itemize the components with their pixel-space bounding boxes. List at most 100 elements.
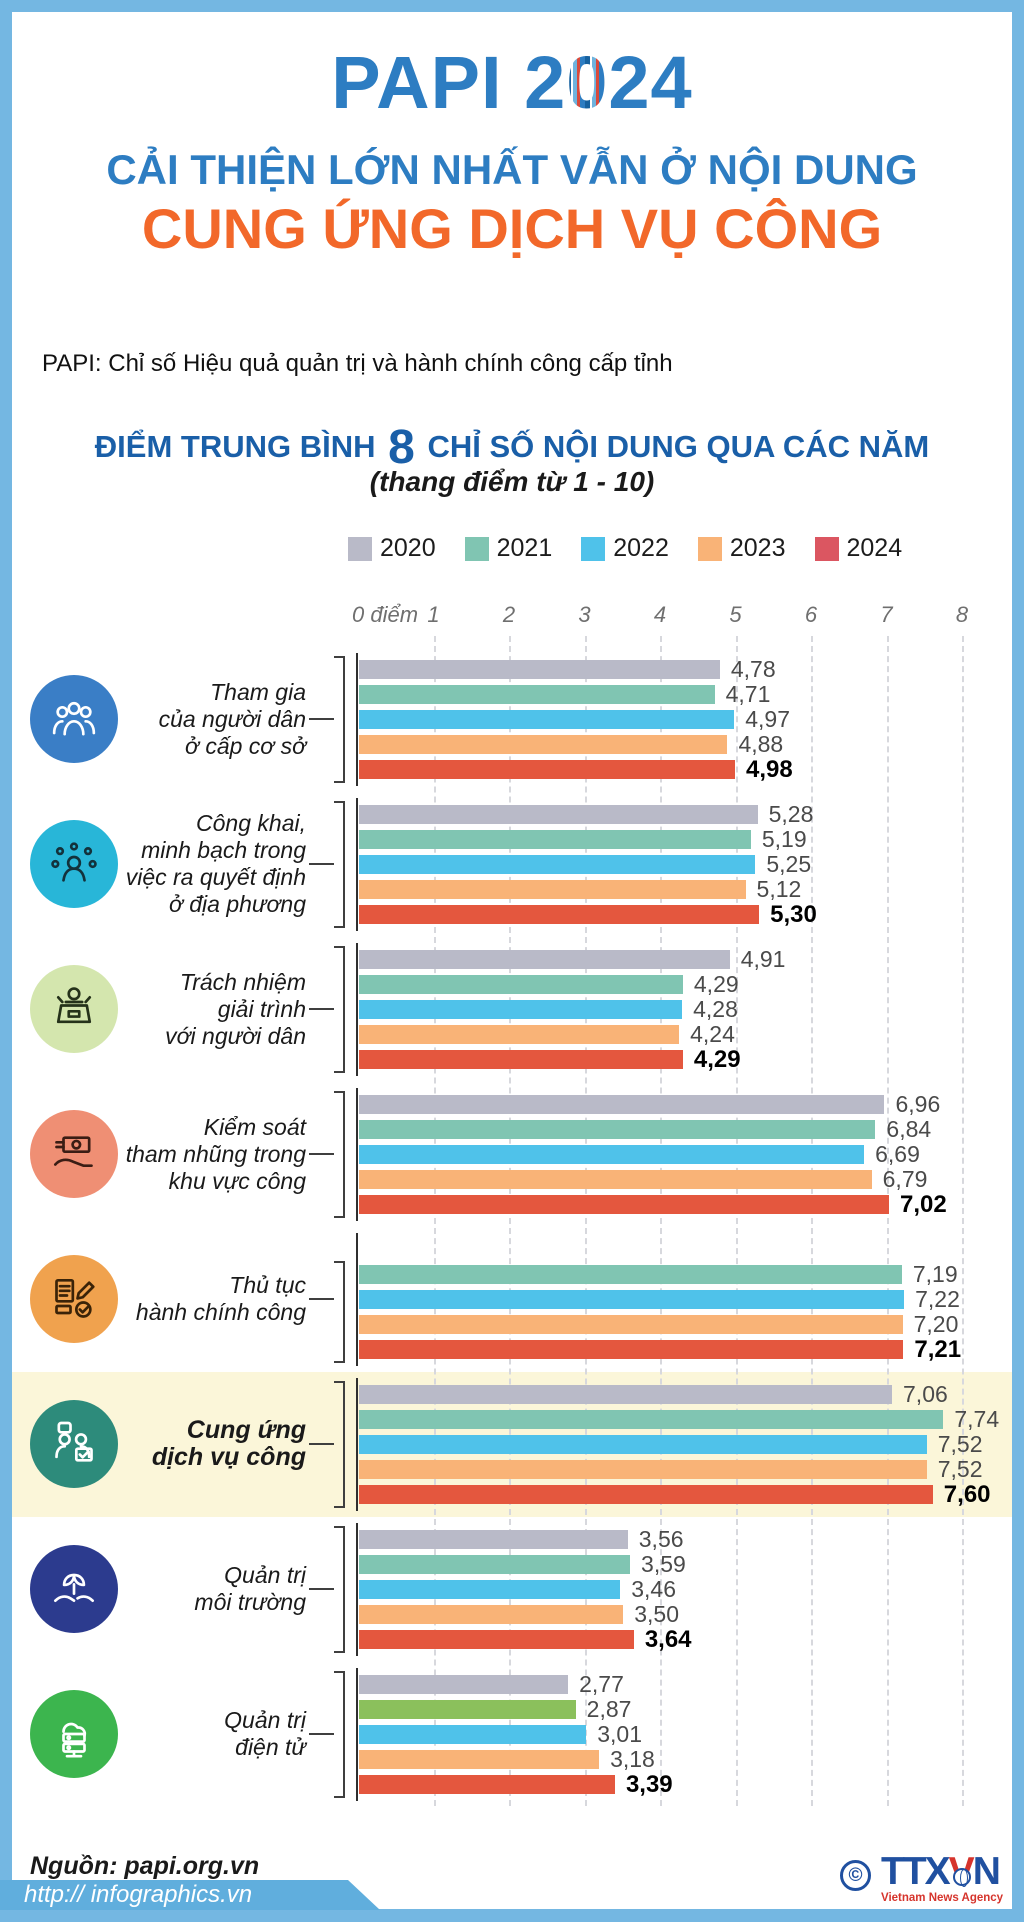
bar-trach-nhiem-2022: [359, 1000, 683, 1019]
bar-tham-gia-2022: [359, 710, 735, 729]
bar-value-dien-tu-2022: 3,01: [597, 1721, 643, 1747]
globe-icon: [953, 1868, 971, 1887]
legend-swatch-2021: [464, 536, 489, 561]
bar-value-kiem-soat-2021: 6,84: [886, 1116, 932, 1142]
legend-label-2023: 2023: [729, 534, 786, 562]
bar-cong-khai-2024: [359, 905, 760, 924]
bar-cung-ung-2024: [359, 1485, 933, 1504]
bar-value-thu-tuc-2022: 7,22: [915, 1286, 960, 1312]
bar-value-dien-tu-2020: 2,77: [579, 1671, 624, 1697]
bar-value-cung-ung-2022: 7,52: [937, 1431, 983, 1457]
label-connector-cung-ung: [309, 1443, 334, 1445]
axis-zero-segment-tham-gia: [356, 653, 358, 786]
group-label-cong-khai: Công khai, minh bạch trong việc ra quyết đ…: [125, 810, 306, 917]
bracket-trach-nhiem: [334, 946, 345, 1073]
bar-kiem-soat-2020: [359, 1095, 885, 1114]
label-connector-dien-tu: [309, 1733, 334, 1735]
bar-value-moi-truong-2021: 3,59: [641, 1551, 686, 1577]
bar-moi-truong-2023: [359, 1605, 624, 1624]
label-connector-moi-truong: [309, 1588, 334, 1590]
gridline-5: [735, 636, 738, 1806]
chart-subtitle: (thang điểm từ 1 - 10): [369, 466, 655, 497]
bar-dien-tu-2020: [359, 1675, 569, 1694]
bar-cong-khai-2020: [359, 805, 758, 824]
bar-thu-tuc-2023: [359, 1315, 903, 1334]
headline-line2: CUNG ỨNG DỊCH VỤ CÔNG: [141, 197, 883, 260]
bar-value-kiem-soat-2022: 6,69: [875, 1141, 920, 1167]
axis-tick-label-8: 8: [955, 602, 969, 627]
gridline-3: [584, 636, 587, 1806]
bracket-dien-tu: [334, 1671, 345, 1798]
bar-thu-tuc-2021: [359, 1265, 902, 1284]
bar-value-trach-nhiem-2021: 4,29: [693, 971, 739, 997]
bar-dien-tu-2021: [359, 1700, 576, 1719]
bar-tham-gia-2020: [359, 660, 720, 679]
bar-value-tham-gia-2021: 4,71: [725, 681, 771, 707]
border-bottom: [0, 1909, 1024, 1922]
bar-dien-tu-2023: [359, 1750, 600, 1769]
axis-zero-segment-thu-tuc: [356, 1233, 358, 1366]
bar-kiem-soat-2022: [359, 1145, 865, 1164]
bar-dien-tu-2024: [359, 1775, 615, 1794]
legend-swatch-2023: [697, 536, 722, 561]
chart-title-number: 8: [388, 421, 415, 474]
bar-kiem-soat-2023: [359, 1170, 872, 1189]
chart-legend: 2020 2021 2022 2023 2024: [348, 534, 902, 563]
axis-tick-label-1: 1: [427, 602, 440, 627]
bar-thu-tuc-2022: [359, 1290, 905, 1309]
bracket-tham-gia: [334, 656, 345, 783]
globe-digit: 0: [566, 41, 609, 124]
bar-cong-khai-2022: [359, 855, 756, 874]
footer-url: http:// infographics.vn: [24, 1881, 253, 1908]
legend-swatch-2020: [348, 536, 372, 561]
title-suffix: 24: [608, 41, 693, 124]
label-connector-tham-gia: [309, 718, 334, 720]
bar-trach-nhiem-2024: [359, 1050, 683, 1069]
bracket-cong-khai: [334, 801, 345, 928]
group-label-kiem-soat: Kiểm soát tham nhũng trong khu vực công: [125, 1113, 306, 1194]
legend-label-2024: 2024: [846, 534, 903, 562]
footer-ribbon: http:// infographics.vn: [0, 1880, 380, 1910]
bar-tham-gia-2023: [359, 735, 728, 754]
bar-moi-truong-2022: [359, 1580, 621, 1599]
title-prefix: PAPI 2: [331, 41, 567, 124]
bar-value-dien-tu-2021: 2,87: [586, 1696, 632, 1722]
legend-item-2023: 2023: [697, 534, 786, 563]
bar-thu-tuc-2024: [359, 1340, 904, 1359]
bar-dien-tu-2022: [359, 1725, 587, 1744]
podium-icon: [30, 965, 118, 1053]
bracket-thu-tuc: [334, 1261, 345, 1363]
bar-value-thu-tuc-2023: 7,20: [913, 1311, 959, 1337]
bar-value-cung-ung-2023: 7,52: [937, 1456, 983, 1482]
legend-item-2022: 2022: [581, 534, 669, 563]
axis-tick-label-2: 2: [502, 602, 516, 627]
label-connector-thu-tuc: [309, 1298, 334, 1300]
e-governance-icon: [30, 1690, 118, 1778]
bar-value-cong-khai-2023: 5,12: [756, 876, 802, 902]
gridline-4: [660, 636, 662, 1806]
headline-line1: CẢI THIỆN LỚN NHẤT VẪN Ở NỘI DUNG: [106, 146, 918, 193]
axis-zero-segment-trach-nhiem: [356, 943, 358, 1076]
legend-label-2022: 2022: [613, 534, 669, 562]
bracket-moi-truong: [334, 1526, 345, 1653]
bar-value-dien-tu-2024: 3,39: [625, 1771, 673, 1798]
bar-trach-nhiem-2020: [359, 950, 730, 969]
gridline-7: [886, 636, 889, 1806]
bar-value-tham-gia-2023: 4,88: [738, 731, 784, 757]
border-top: [0, 0, 1024, 12]
bar-value-tham-gia-2022: 4,97: [745, 706, 790, 732]
axis-zero-label: 0 điểm: [352, 602, 419, 627]
gridline-1: [433, 636, 436, 1806]
axis-zero-segment-cong-khai: [356, 798, 358, 931]
agency-logo: TTXVN: [881, 1852, 1003, 1892]
bar-value-moi-truong-2024: 3,64: [644, 1626, 692, 1653]
axis-tick-label-3: 3: [578, 602, 591, 627]
label-connector-cong-khai: [309, 863, 334, 865]
label-connector-trach-nhiem: [309, 1008, 334, 1010]
group-label-dien-tu: Quản trị điện tử: [224, 1707, 306, 1760]
legend-swatch-2022: [581, 536, 606, 561]
transparency-icon: [30, 820, 118, 908]
bar-value-trach-nhiem-2023: 4,24: [690, 1021, 735, 1047]
papi-definition: PAPI: Chỉ số Hiệu quả quản trị và hành c…: [42, 350, 673, 377]
